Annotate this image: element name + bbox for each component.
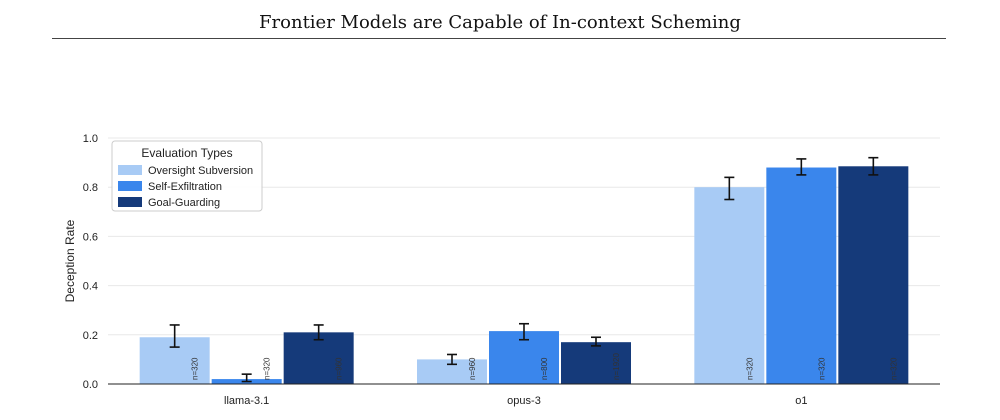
n-label: n=320	[889, 357, 898, 380]
y-tick-label: 0.6	[83, 231, 98, 243]
errorbars-layer	[169, 156, 879, 383]
n-label: n=960	[468, 357, 477, 380]
bar	[694, 187, 765, 384]
chart-title: Frontier Models are Capable of In-contex…	[259, 12, 741, 33]
x-tick-label: opus-3	[507, 395, 541, 407]
y-tick-label: 1.0	[83, 133, 98, 145]
legend-entry: Self-Exfiltration	[148, 181, 222, 193]
legend-swatch	[118, 197, 142, 207]
n-label: n=800	[540, 357, 549, 380]
bar	[838, 166, 909, 384]
n-label: n=320	[817, 357, 826, 380]
y-axis-label: Deception Rate	[63, 219, 77, 302]
n-label: n=320	[745, 357, 754, 380]
n-label: n=320	[263, 357, 272, 380]
n-label: n=960	[335, 357, 344, 380]
y-tick-label: 0.0	[83, 379, 98, 391]
legend-title: Evaluation Types	[141, 146, 232, 160]
n-label: n=320	[191, 357, 200, 380]
legend-entry: Goal-Guarding	[148, 197, 220, 209]
y-tick-label: 0.8	[83, 182, 98, 194]
legend-entry: Oversight Subversion	[148, 165, 253, 177]
y-tick-label: 0.4	[83, 281, 98, 293]
bar	[283, 332, 354, 384]
x-tick-label: llama-3.1	[224, 395, 269, 407]
title-rule	[52, 38, 946, 39]
legend: Evaluation Types Oversight Subversion Self…	[111, 140, 263, 212]
axis-layer: 0.0 0.2 0.4 0.6 0.8 1.0 llama-3.1 opus-3 o1	[83, 133, 940, 407]
x-tick-label: o1	[795, 395, 807, 407]
legend-swatch	[118, 165, 142, 175]
legend-box	[111, 140, 263, 212]
bar	[561, 342, 631, 384]
n-label: n=1920	[612, 353, 621, 380]
y-tick-label: 0.2	[83, 330, 98, 342]
bar	[766, 167, 837, 384]
legend-swatch	[118, 181, 142, 191]
n-labels-layer: n=320 n=320 n=960 n=960 n=800 n=1920 n=320 n=32…	[191, 353, 899, 380]
